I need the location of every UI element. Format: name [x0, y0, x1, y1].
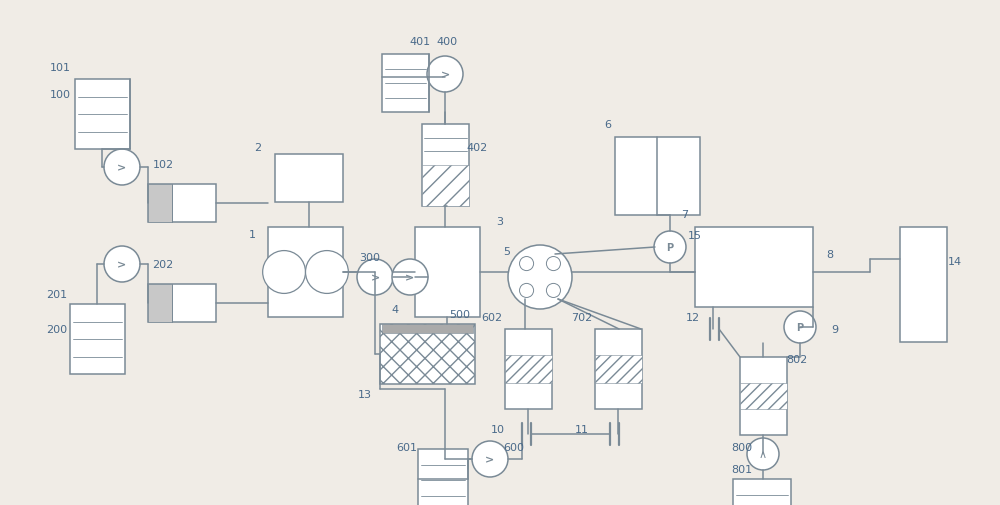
Text: 800: 800: [731, 442, 753, 452]
Text: 12: 12: [686, 313, 700, 322]
Circle shape: [306, 251, 348, 294]
Bar: [148, 284, 172, 322]
Bar: [595, 356, 642, 383]
Text: >: >: [440, 70, 450, 80]
Text: 100: 100: [50, 90, 70, 100]
Circle shape: [357, 260, 393, 295]
Text: P: P: [796, 322, 804, 332]
Text: 602: 602: [481, 313, 503, 322]
Bar: [695, 228, 813, 308]
Bar: [380, 324, 475, 384]
Text: >: >: [117, 260, 127, 270]
Bar: [382, 55, 429, 113]
Circle shape: [546, 257, 560, 271]
Text: 402: 402: [466, 143, 488, 153]
Text: 200: 200: [46, 324, 68, 334]
Text: 300: 300: [360, 252, 380, 263]
Text: 102: 102: [152, 160, 174, 170]
Bar: [275, 155, 343, 203]
Circle shape: [263, 251, 306, 294]
Text: 3: 3: [496, 217, 504, 227]
Text: 11: 11: [575, 424, 589, 434]
Circle shape: [427, 57, 463, 93]
Bar: [422, 125, 469, 207]
Text: 13: 13: [358, 389, 372, 399]
Text: 802: 802: [786, 355, 808, 364]
Text: 7: 7: [681, 210, 689, 220]
Text: 14: 14: [948, 257, 962, 267]
Circle shape: [508, 245, 572, 310]
Circle shape: [520, 284, 534, 298]
Text: P: P: [666, 242, 674, 252]
Bar: [740, 383, 787, 410]
Text: 801: 801: [731, 464, 753, 474]
Bar: [900, 228, 947, 342]
Circle shape: [520, 257, 534, 271]
Bar: [595, 329, 642, 409]
Text: 600: 600: [504, 442, 524, 452]
Text: >: >: [370, 273, 380, 282]
Bar: [268, 228, 343, 317]
Text: 5: 5: [504, 246, 511, 257]
Text: >: >: [405, 273, 415, 282]
Circle shape: [546, 284, 560, 298]
Text: 10: 10: [491, 424, 505, 434]
Text: 8: 8: [826, 249, 834, 260]
Bar: [505, 356, 552, 383]
Bar: [418, 449, 468, 505]
Text: 601: 601: [396, 442, 418, 452]
Circle shape: [104, 149, 140, 186]
Circle shape: [784, 312, 816, 343]
Text: 400: 400: [436, 37, 458, 47]
Text: 4: 4: [391, 305, 399, 315]
Bar: [382, 324, 473, 333]
Bar: [70, 305, 125, 374]
Text: 6: 6: [604, 120, 612, 130]
Bar: [733, 479, 791, 505]
Text: >: >: [485, 454, 495, 464]
Text: 401: 401: [409, 37, 431, 47]
Text: 9: 9: [831, 324, 839, 334]
Text: ∧: ∧: [759, 449, 767, 459]
Circle shape: [654, 231, 686, 264]
Circle shape: [392, 260, 428, 295]
Text: 702: 702: [571, 313, 593, 322]
Text: 1: 1: [248, 230, 256, 239]
Bar: [148, 185, 172, 223]
Text: >: >: [117, 163, 127, 173]
Text: 101: 101: [50, 63, 70, 73]
Text: 500: 500: [450, 310, 471, 319]
Bar: [75, 80, 130, 149]
Circle shape: [747, 438, 779, 470]
Circle shape: [472, 441, 508, 477]
Bar: [422, 166, 469, 207]
Bar: [148, 185, 216, 223]
Text: 15: 15: [688, 231, 702, 240]
Bar: [505, 329, 552, 409]
Text: 2: 2: [254, 143, 262, 153]
Bar: [615, 138, 700, 216]
Bar: [148, 284, 216, 322]
Text: 202: 202: [152, 260, 174, 270]
Circle shape: [104, 246, 140, 282]
Text: 201: 201: [46, 289, 68, 299]
Bar: [740, 358, 787, 435]
Bar: [415, 228, 480, 317]
